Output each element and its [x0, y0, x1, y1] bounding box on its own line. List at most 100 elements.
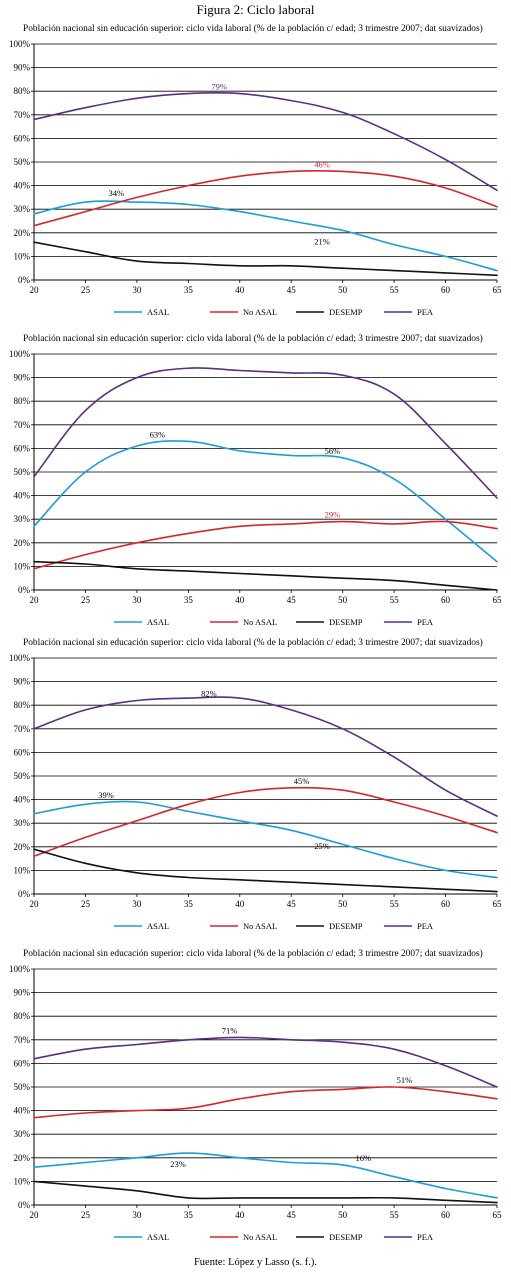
series-line-no-asal: [33, 520, 498, 570]
y-tick-label: 30%: [14, 818, 31, 828]
x-tick-label: 35: [184, 1210, 194, 1220]
x-tick-label: 60: [441, 285, 451, 295]
y-tick-label: 0%: [18, 585, 31, 595]
x-tick-label: 65: [493, 1210, 503, 1220]
series-line-asal: [33, 440, 498, 563]
x-tick-label: 55: [390, 595, 400, 605]
data-label: 46%: [314, 159, 330, 169]
legend-label-pea: PEA: [417, 921, 434, 931]
x-tick-label: 20: [30, 1210, 40, 1220]
data-label: 71%: [222, 1025, 238, 1035]
x-tick-label: 35: [184, 285, 194, 295]
legend-label-asal: ASAL: [147, 307, 169, 317]
x-tick-label: 45: [287, 899, 297, 909]
y-tick-label: 70%: [14, 110, 31, 120]
y-tick-label: 80%: [14, 1011, 31, 1021]
legend-label-desemp: DESEMP: [329, 921, 363, 931]
series-line-desemp: [33, 241, 498, 277]
x-tick-label: 30: [132, 1210, 142, 1220]
y-tick-label: 100%: [9, 964, 31, 974]
x-tick-label: 20: [30, 285, 40, 295]
x-tick-label: 40: [235, 595, 245, 605]
data-label: 45%: [294, 776, 310, 786]
x-tick-label: 60: [441, 595, 451, 605]
line-chart-2: Población nacional sin educación superio…: [9, 333, 502, 627]
x-tick-label: 25: [81, 899, 91, 909]
legend-label-no-asal: No ASAL: [243, 617, 277, 627]
series-line-asal: [33, 200, 498, 272]
series-line-pea: [33, 91, 498, 192]
data-label: 79%: [211, 82, 227, 92]
data-label: 63%: [150, 429, 166, 439]
y-tick-label: 50%: [14, 157, 31, 167]
series-line-pea: [33, 367, 498, 499]
data-label: 21%: [314, 236, 330, 246]
y-tick-label: 30%: [14, 204, 31, 214]
x-tick-label: 50: [338, 285, 348, 295]
x-tick-label: 50: [338, 899, 348, 909]
data-label: 16%: [355, 1153, 371, 1163]
y-tick-label: 50%: [14, 467, 31, 477]
figure-source: Fuente: López y Lasso (s. f.).: [193, 1257, 318, 1268]
legend-label-desemp: DESEMP: [329, 617, 363, 627]
series-line-asal: [33, 800, 498, 879]
y-tick-label: 90%: [14, 373, 31, 383]
y-tick-label: 40%: [14, 1106, 31, 1116]
y-tick-label: 100%: [9, 39, 31, 49]
y-tick-label: 0%: [18, 889, 31, 899]
data-label: 82%: [201, 688, 217, 698]
series-line-pea: [33, 1036, 498, 1088]
series-line-desemp: [33, 1180, 498, 1204]
data-label: 23%: [170, 1159, 186, 1169]
y-tick-label: 20%: [14, 1153, 31, 1163]
chart-panel-4: Población nacional sin educación superio…: [0, 943, 511, 1253]
y-tick-label: 10%: [14, 561, 31, 571]
chart-title: Población nacional sin educación superio…: [23, 23, 483, 34]
x-tick-label: 45: [287, 1210, 297, 1220]
x-tick-label: 35: [184, 595, 194, 605]
x-tick-label: 20: [30, 899, 40, 909]
legend-label-no-asal: No ASAL: [243, 1232, 277, 1242]
legend-label-desemp: DESEMP: [329, 307, 363, 317]
x-tick-label: 55: [390, 1210, 400, 1220]
y-tick-label: 90%: [14, 63, 31, 73]
x-tick-label: 45: [287, 285, 297, 295]
y-tick-label: 60%: [14, 133, 31, 143]
chart-title: Población nacional sin educación superio…: [23, 333, 483, 344]
data-label: 29%: [325, 510, 341, 520]
series-line-desemp: [33, 848, 498, 893]
y-tick-label: 90%: [14, 988, 31, 998]
series-line-desemp: [33, 560, 498, 591]
y-tick-label: 20%: [14, 538, 31, 548]
y-tick-label: 100%: [9, 349, 31, 359]
line-chart-3: Población nacional sin educación superio…: [9, 637, 502, 931]
y-tick-label: 80%: [14, 396, 31, 406]
line-chart-4: Población nacional sin educación superio…: [9, 948, 503, 1242]
y-tick-label: 60%: [14, 1058, 31, 1068]
legend-label-no-asal: No ASAL: [243, 307, 277, 317]
chart-title: Población nacional sin educación superio…: [23, 637, 483, 648]
x-tick-label: 25: [81, 285, 91, 295]
y-tick-label: 60%: [14, 443, 31, 453]
legend-label-pea: PEA: [417, 307, 434, 317]
y-tick-label: 10%: [14, 865, 31, 875]
y-tick-label: 0%: [18, 275, 31, 285]
y-tick-label: 40%: [14, 491, 31, 501]
data-label: 25%: [314, 841, 330, 851]
data-label: 51%: [397, 1075, 413, 1085]
x-tick-label: 20: [30, 595, 40, 605]
y-tick-label: 10%: [14, 1176, 31, 1186]
x-tick-label: 25: [81, 595, 91, 605]
x-tick-label: 50: [338, 595, 348, 605]
y-tick-label: 70%: [14, 420, 31, 430]
x-tick-label: 25: [81, 1210, 91, 1220]
series-line-no-asal: [33, 170, 498, 227]
y-tick-label: 60%: [14, 747, 31, 757]
y-tick-label: 30%: [14, 1129, 31, 1139]
y-tick-label: 40%: [14, 181, 31, 191]
y-tick-label: 20%: [14, 842, 31, 852]
x-tick-label: 40: [235, 285, 245, 295]
chart-title: Población nacional sin educación superio…: [23, 948, 483, 959]
x-tick-label: 30: [132, 285, 142, 295]
y-tick-label: 10%: [14, 251, 31, 261]
